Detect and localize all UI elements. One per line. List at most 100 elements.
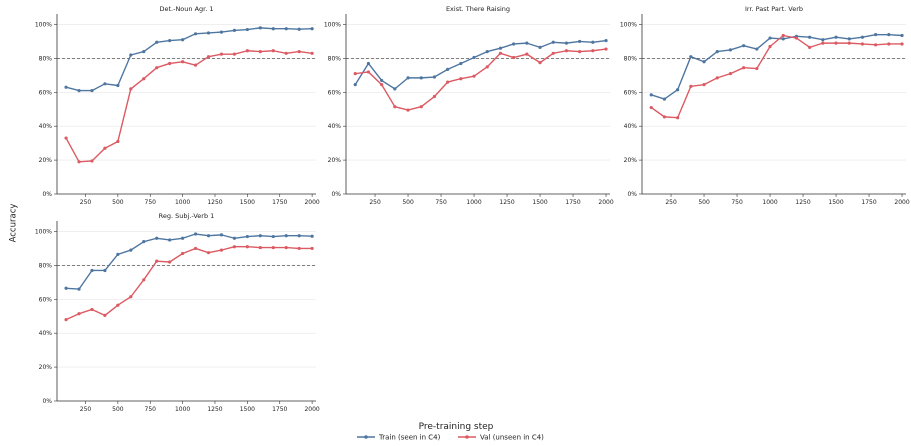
data-point-val xyxy=(284,51,288,55)
data-point-train xyxy=(689,55,693,59)
data-point-val xyxy=(193,246,198,251)
data-point-val xyxy=(297,50,301,54)
data-point-train xyxy=(755,47,759,51)
series-line-train xyxy=(66,233,313,290)
data-point-val xyxy=(142,278,146,282)
y-tick-label: 60% xyxy=(328,89,342,96)
data-point-train xyxy=(419,76,423,80)
series-line-train xyxy=(65,27,313,92)
data-point-val xyxy=(297,246,301,251)
data-point-train xyxy=(232,28,237,33)
y-tick-label: 40% xyxy=(624,123,638,130)
data-point-train xyxy=(847,37,851,41)
y-tick-label: 0% xyxy=(331,191,341,198)
data-point-val xyxy=(649,105,653,110)
data-point-train xyxy=(649,93,653,97)
x-tick-label: 1250 xyxy=(499,199,514,206)
x-tick-label: 750 xyxy=(435,199,447,206)
legend-train-label: Train (seen in C4) xyxy=(378,434,441,442)
data-point-val xyxy=(245,245,249,249)
data-point-val xyxy=(689,84,693,88)
data-point-val xyxy=(728,72,733,76)
data-point-val xyxy=(168,260,172,264)
x-tick-label: 1500 xyxy=(828,199,843,206)
y-tick-label: 20% xyxy=(39,364,53,371)
data-point-train xyxy=(129,53,133,57)
panel-1: 0% 20% 40% 60% 80% 100% 250 500 750 1000 1250 1500 1… xyxy=(35,5,320,206)
x-tick-label: 1250 xyxy=(207,406,222,413)
x-tick-label: 1750 xyxy=(565,199,580,206)
data-point-val xyxy=(498,51,503,55)
data-point-val xyxy=(485,65,489,69)
y-tick-label: 80% xyxy=(328,55,342,62)
data-point-train xyxy=(142,240,146,244)
data-point-val xyxy=(676,116,680,120)
data-point-val xyxy=(591,49,595,53)
y-tick-label: 40% xyxy=(39,123,53,130)
x-tick-label: 500 xyxy=(112,199,124,206)
x-tick-label: 1750 xyxy=(272,406,287,413)
data-point-train xyxy=(472,55,476,60)
data-point-train xyxy=(551,40,555,44)
data-point-val xyxy=(366,70,371,74)
data-point-val xyxy=(206,251,211,255)
panel-title: Reg. Subj.-Verb 1 xyxy=(159,212,215,220)
y-tick-label: 60% xyxy=(39,296,53,303)
data-point-train xyxy=(446,67,450,71)
data-point-train xyxy=(310,234,314,238)
x-tick-label: 750 xyxy=(145,406,157,413)
data-point-val xyxy=(393,105,397,109)
data-point-val xyxy=(181,251,185,256)
data-point-val xyxy=(847,41,851,45)
legend-val-marker xyxy=(465,435,469,439)
data-point-train xyxy=(168,38,172,43)
data-point-val xyxy=(821,41,825,45)
data-point-val xyxy=(77,312,81,316)
data-point-val xyxy=(406,108,410,112)
data-point-val xyxy=(116,139,120,144)
data-point-val xyxy=(578,50,582,54)
data-point-val xyxy=(662,115,667,119)
y-tick-label: 100% xyxy=(620,21,637,28)
data-point-val xyxy=(310,246,314,251)
data-point-train xyxy=(715,50,719,54)
data-point-val xyxy=(419,105,423,109)
data-point-val xyxy=(206,55,211,59)
data-point-train xyxy=(181,38,185,42)
data-point-train xyxy=(77,287,81,291)
x-axis-label: Pre-training step xyxy=(419,422,494,432)
data-point-val xyxy=(168,61,172,66)
series-line-val xyxy=(65,246,313,321)
data-point-val xyxy=(284,245,288,250)
data-point-val xyxy=(193,63,198,67)
data-point-train xyxy=(64,286,68,290)
x-tick-label: 1500 xyxy=(240,406,255,413)
y-tick-label: 20% xyxy=(328,157,342,164)
data-point-val xyxy=(742,66,746,70)
data-point-train xyxy=(219,30,224,34)
data-point-train xyxy=(525,41,529,45)
data-point-train xyxy=(245,27,249,32)
data-point-val xyxy=(232,245,237,249)
data-point-train xyxy=(564,41,569,45)
y-axis-label: Accuracy xyxy=(9,204,19,243)
data-point-train xyxy=(676,88,680,92)
data-point-val xyxy=(874,43,878,47)
data-point-val xyxy=(90,159,94,163)
data-point-val xyxy=(64,136,68,140)
data-point-train xyxy=(77,88,81,93)
panel-3: 0% 20% 40% 60% 80% 100% 250 500 750 1000 1250 1500 1… xyxy=(620,5,910,206)
x-tick-label: 1000 xyxy=(175,199,190,206)
data-point-val xyxy=(142,77,146,81)
y-tick-label: 20% xyxy=(624,157,638,164)
x-tick-label: 500 xyxy=(402,199,414,206)
data-point-val xyxy=(459,77,463,81)
data-point-val xyxy=(432,94,437,99)
data-point-val xyxy=(794,36,799,40)
x-tick-label: 250 xyxy=(80,406,92,413)
data-point-val xyxy=(116,303,120,307)
data-point-val xyxy=(271,49,275,53)
series-line-val xyxy=(65,50,313,163)
data-point-train xyxy=(834,35,838,39)
data-point-train xyxy=(887,33,891,37)
